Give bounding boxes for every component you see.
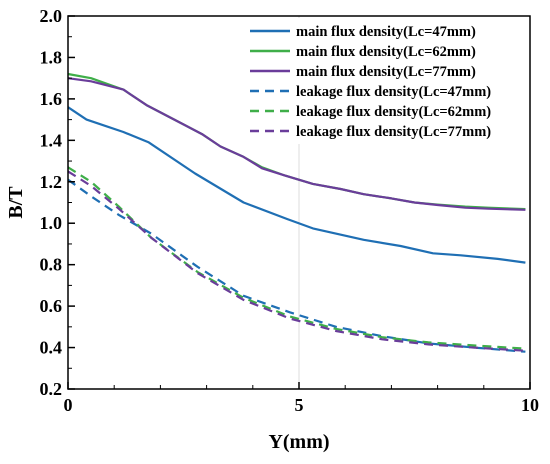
x-axis-title: Y(mm) [268,431,329,453]
y-tick-label: 2.0 [40,6,63,26]
y-tick-label: 0.8 [40,255,63,275]
legend-label-5: leakage flux density(Lc=77mm) [296,124,491,140]
y-tick-label: 1.8 [40,47,63,67]
y-axis-title: B/T [5,186,27,219]
leakage-series-line-4 [67,166,526,350]
main-series-line-0 [67,106,526,264]
legend: main flux density(Lc=47mm) main flux dens… [248,18,528,144]
legend-label-1: main flux density(Lc=62mm) [296,44,476,60]
y-tick-label: 1.6 [40,89,63,109]
axis-ticks: 0 5 10 0.2 0.4 0.6 0.8 1.0 1.2 1.4 1.6 1.8 2.0 [40,6,540,415]
y-tick-label: 1.2 [40,172,63,192]
y-tick-label: 1.0 [40,213,63,233]
main-series-line-2 [67,77,526,211]
y-tick-label: 0.4 [40,338,63,358]
legend-label-3: leakage flux density(Lc=47mm) [296,84,491,100]
x-tick-label: 0 [64,395,73,415]
leakage-series-line-3 [67,178,526,353]
legend-background [248,18,528,144]
x-tick-label: 5 [295,395,304,415]
y-tick-label: 1.4 [40,130,63,150]
legend-label-0: main flux density(Lc=47mm) [296,24,476,40]
legend-label-2: main flux density(Lc=77mm) [296,64,476,80]
series-lines [67,72,526,353]
x-tick-label: 10 [521,395,539,415]
leakage-series-line-5 [67,170,526,352]
y-tick-label: 0.6 [40,296,63,316]
legend-label-4: leakage flux density(Lc=62mm) [296,104,491,120]
y-tick-label: 0.2 [40,379,63,399]
